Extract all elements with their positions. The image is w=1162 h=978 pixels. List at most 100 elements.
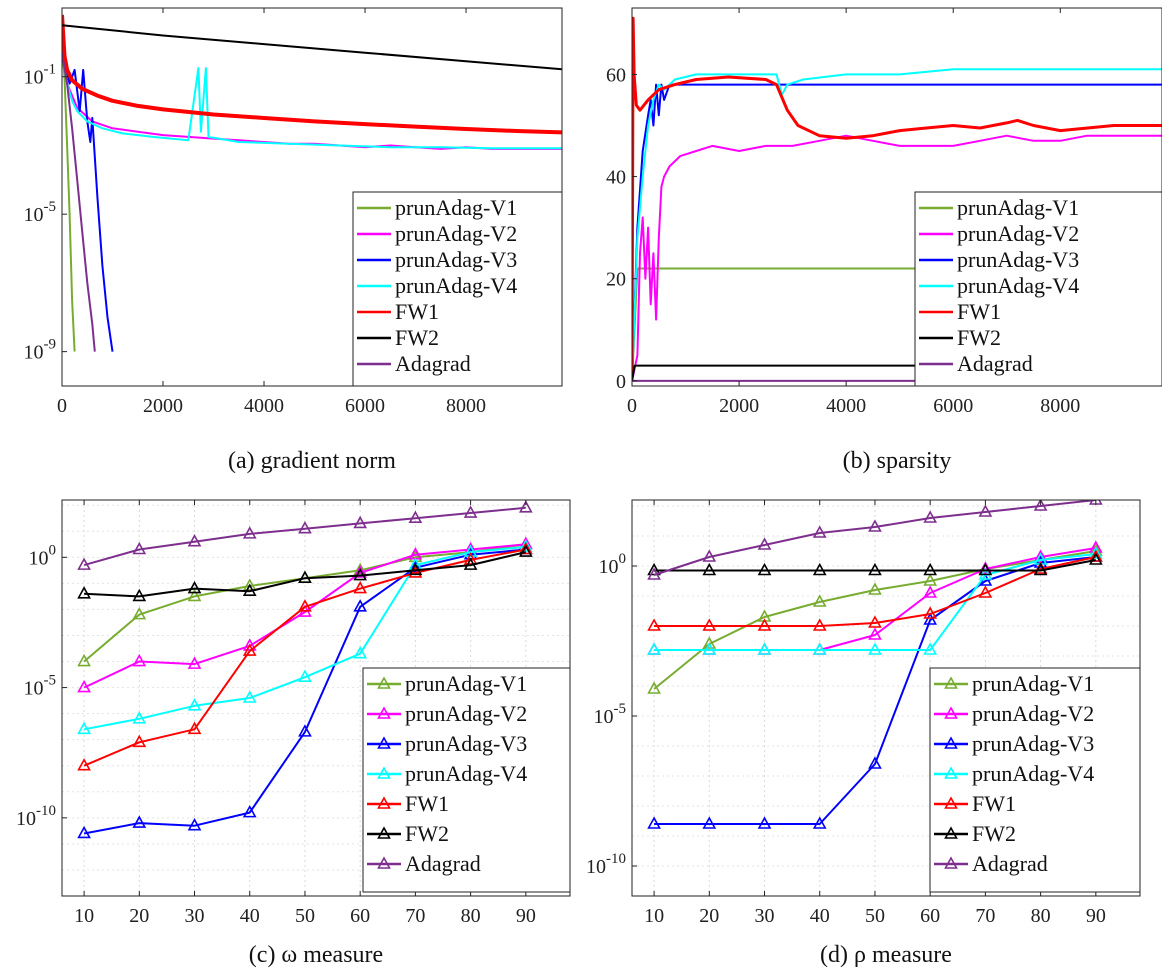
marker-FW1 bbox=[298, 599, 312, 612]
series-line-prunAdag-V4 bbox=[83, 545, 526, 731]
legend-label: prunAdag-V1 bbox=[395, 195, 517, 220]
legend-label: Adagrad bbox=[957, 351, 1033, 376]
marker-FW2 bbox=[463, 557, 478, 570]
legend-label: prunAdag-V4 bbox=[405, 761, 527, 786]
marker-FW1 bbox=[242, 643, 257, 656]
marker-Adagrad bbox=[298, 520, 312, 534]
marker-FW2 bbox=[187, 580, 202, 594]
x-tick-label: 30 bbox=[185, 905, 205, 927]
marker-prunAdag-V3 bbox=[812, 816, 827, 829]
marker-prunAdag-V4 bbox=[812, 642, 827, 655]
legend-marker-Adagrad bbox=[944, 856, 958, 869]
marker-FW2 bbox=[978, 562, 993, 576]
marker-prunAdag-V1 bbox=[868, 582, 882, 595]
x-tick-label: 4000 bbox=[826, 395, 866, 417]
marker-prunAdag-V3 bbox=[408, 560, 423, 573]
legend-box bbox=[362, 667, 571, 893]
y-tick-label: 40 bbox=[606, 167, 626, 189]
marker-FW2 bbox=[1033, 562, 1048, 576]
marker-Adagrad bbox=[647, 567, 661, 580]
legend-label: prunAdag-V3 bbox=[972, 731, 1094, 756]
legend-marker-FW1 bbox=[944, 796, 958, 809]
marker-prunAdag-V3 bbox=[757, 816, 772, 829]
panel-caption: (a) gradient norm bbox=[228, 448, 396, 474]
legend-marker-FW2 bbox=[944, 826, 958, 839]
legend: prunAdag-V1prunAdag-V2prunAdag-V3prunAda… bbox=[362, 667, 571, 893]
series-line-prunAdag-V4 bbox=[62, 52, 562, 150]
series-line-prunAdag-V3 bbox=[654, 556, 1096, 825]
legend-label: Adagrad bbox=[405, 851, 481, 876]
marker-Adagrad bbox=[518, 500, 533, 513]
marker-prunAdag-V3 bbox=[868, 756, 882, 769]
marker-FW1 bbox=[702, 618, 717, 631]
series-line-FW2 bbox=[654, 559, 1096, 572]
legend-label: prunAdag-V2 bbox=[395, 221, 517, 246]
marker-FW2 bbox=[353, 567, 368, 581]
marker-prunAdag-V1 bbox=[702, 636, 717, 649]
series-line-FW1 bbox=[62, 14, 562, 135]
marker-Adagrad bbox=[757, 537, 772, 550]
marker-prunAdag-V3 bbox=[353, 599, 368, 612]
legend-marker-prunAdag-V2 bbox=[944, 706, 958, 719]
marker-FW2 bbox=[518, 544, 533, 557]
series-line-prunAdag-V1 bbox=[653, 550, 1096, 690]
marker-prunAdag-V1 bbox=[647, 681, 661, 694]
marker-prunAdag-V4 bbox=[518, 539, 533, 552]
x-tick-label: 4000 bbox=[244, 395, 284, 417]
marker-FW1 bbox=[463, 552, 478, 565]
marker-FW2 bbox=[757, 562, 772, 576]
marker-prunAdag-V3 bbox=[647, 816, 661, 829]
legend-label: FW1 bbox=[972, 791, 1016, 816]
legend-label: prunAdag-V4 bbox=[957, 273, 1079, 298]
marker-Adagrad bbox=[77, 557, 91, 570]
marker-FW1 bbox=[812, 618, 827, 631]
marker-prunAdag-V4 bbox=[242, 690, 257, 703]
marker-prunAdag-V3 bbox=[923, 612, 938, 625]
legend-marker-prunAdag-V1 bbox=[944, 676, 958, 689]
marker-FW2 bbox=[812, 562, 827, 576]
marker-FW1 bbox=[923, 606, 938, 619]
legend-label: prunAdag-V2 bbox=[957, 221, 1079, 246]
marker-Adagrad bbox=[868, 519, 882, 532]
x-tick-label: 80 bbox=[1031, 905, 1051, 927]
legend-marker-Adagrad bbox=[377, 856, 391, 869]
series-line-FW2 bbox=[84, 551, 527, 598]
x-tick-label: 60 bbox=[350, 905, 370, 927]
x-tick-label: 60 bbox=[920, 905, 940, 927]
x-tick-label: 10 bbox=[644, 905, 664, 927]
legend-label: prunAdag-V3 bbox=[395, 247, 517, 272]
legend-marker-prunAdag-V4 bbox=[944, 766, 958, 779]
marker-prunAdag-V4 bbox=[647, 642, 661, 655]
marker-FW2 bbox=[132, 588, 147, 602]
y-tick-label: 100 bbox=[599, 551, 627, 578]
legend-marker-FW2 bbox=[377, 826, 391, 839]
legend-marker-FW1 bbox=[377, 796, 391, 809]
marker-FW1 bbox=[408, 565, 423, 578]
legend-label: FW2 bbox=[395, 325, 439, 350]
marker-prunAdag-V4 bbox=[298, 669, 312, 682]
legend-marker-prunAdag-V3 bbox=[944, 736, 958, 749]
y-tick-label: 100 bbox=[29, 542, 57, 569]
series-line-FW2 bbox=[62, 24, 562, 71]
legend-box bbox=[914, 191, 1162, 387]
y-tick-label: 10-1 bbox=[24, 62, 57, 89]
marker-FW1 bbox=[978, 585, 993, 598]
marker-FW2 bbox=[242, 583, 257, 596]
marker-Adagrad bbox=[187, 534, 202, 547]
marker-prunAdag-V1 bbox=[812, 594, 827, 607]
x-tick-label: 50 bbox=[865, 905, 885, 927]
marker-Adagrad bbox=[702, 549, 717, 562]
legend: prunAdag-V1prunAdag-V2prunAdag-V3prunAda… bbox=[914, 191, 1162, 387]
series-line-prunAdag-V1 bbox=[62, 49, 76, 352]
marker-Adagrad bbox=[242, 526, 257, 539]
x-tick-label: 80 bbox=[461, 905, 481, 927]
y-tick-label: 10-10 bbox=[16, 803, 56, 830]
marker-Adagrad bbox=[812, 525, 827, 538]
marker-prunAdag-V1 bbox=[353, 562, 368, 576]
legend-label: FW1 bbox=[405, 791, 449, 816]
marker-prunAdag-V3 bbox=[702, 816, 717, 829]
legend-label: Adagrad bbox=[972, 851, 1048, 876]
x-tick-label: 6000 bbox=[345, 395, 385, 417]
marker-FW1 bbox=[77, 758, 91, 771]
marker-FW1 bbox=[757, 618, 772, 631]
